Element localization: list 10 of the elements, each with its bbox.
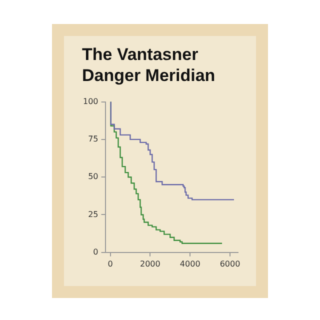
x-tick-label: 6000 (220, 259, 240, 268)
chart-title: The Vantasner Danger Meridian (82, 44, 216, 86)
x-tick-label: 0 (108, 259, 113, 268)
y-tick-label: 50 (88, 172, 98, 182)
y-tick-label: 75 (88, 134, 98, 144)
x-tick-label: 2000 (140, 259, 160, 268)
y-tick-label: 0 (93, 247, 98, 256)
y-tick-label: 100 (82, 96, 98, 106)
y-tick-label: 25 (88, 210, 98, 219)
x-tick-label: 4000 (180, 259, 200, 268)
